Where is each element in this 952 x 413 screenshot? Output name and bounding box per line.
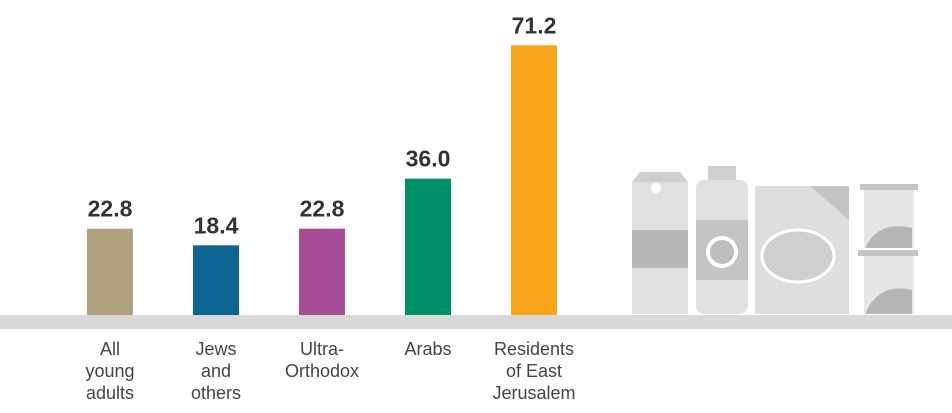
value-label: 22.8 [88,196,133,222]
category-label: Ultra-Orthodox [284,339,360,381]
bar [87,228,133,315]
category-label: Arabs [404,339,452,359]
bar [193,245,239,315]
value-label: 18.4 [194,212,239,238]
category-label: Jews and others [190,339,242,403]
bar [405,178,451,315]
grocery-illustration [632,166,918,314]
category-label: Residents of East Jerusalem [492,339,576,403]
shelf [0,315,952,329]
value-label: 22.8 [300,196,345,222]
value-label: 71.2 [512,12,557,38]
category-label: All young adults [85,339,135,403]
bar [299,228,345,315]
bar [511,45,557,316]
value-label: 36.0 [406,146,451,172]
